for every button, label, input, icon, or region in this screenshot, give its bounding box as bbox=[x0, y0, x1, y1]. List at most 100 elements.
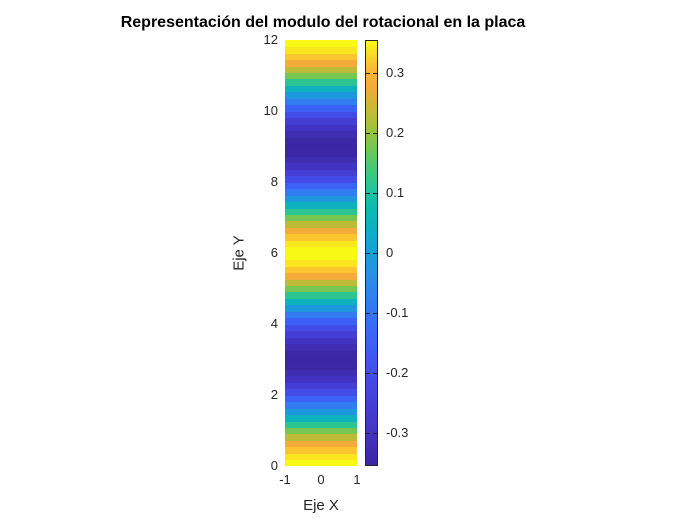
x-tick-label: 0 bbox=[317, 472, 325, 487]
colorbar-tick-mark bbox=[373, 373, 377, 374]
heatmap-band bbox=[285, 233, 357, 241]
heatmap-band bbox=[285, 433, 357, 441]
heatmap-band bbox=[285, 169, 357, 177]
heatmap-band bbox=[285, 259, 357, 267]
heatmap-band bbox=[285, 343, 357, 351]
colorbar bbox=[365, 40, 378, 466]
heatmap-band bbox=[285, 201, 357, 209]
colorbar-tick-mark bbox=[373, 253, 377, 254]
y-tick-label: 8 bbox=[270, 174, 278, 189]
heatmap-band bbox=[285, 388, 357, 396]
colorbar-tick-mark bbox=[366, 373, 370, 374]
heatmap-band bbox=[285, 149, 357, 157]
heatmap-band bbox=[285, 330, 357, 338]
heatmap-band bbox=[285, 65, 357, 73]
colorbar-tick-mark bbox=[366, 73, 370, 74]
heatmap-band bbox=[285, 72, 357, 80]
heatmap-band bbox=[285, 91, 357, 99]
heatmap-band bbox=[285, 182, 357, 190]
heatmap-band bbox=[285, 104, 357, 112]
heatmap-band bbox=[285, 136, 357, 144]
colorbar-tick-label: 0.1 bbox=[386, 185, 405, 200]
heatmap-band bbox=[285, 362, 357, 370]
heatmap-band bbox=[285, 253, 357, 261]
heatmap-band bbox=[285, 194, 357, 203]
heatmap-band bbox=[285, 356, 357, 364]
heatmap-band bbox=[285, 246, 357, 254]
heatmap-band bbox=[285, 291, 357, 299]
heatmap-band bbox=[285, 78, 357, 86]
heatmap-band bbox=[285, 40, 357, 48]
heatmap-band bbox=[285, 156, 357, 164]
heatmap-band bbox=[285, 298, 357, 306]
colorbar-tick-label: 0 bbox=[386, 245, 394, 260]
heatmap-band bbox=[285, 214, 357, 222]
heatmap-band bbox=[285, 240, 357, 248]
heatmap-band bbox=[285, 317, 357, 325]
heatmap-band bbox=[285, 130, 357, 138]
heatmap-band bbox=[285, 123, 357, 132]
heatmap-band bbox=[285, 220, 357, 228]
heatmap-band bbox=[285, 414, 357, 422]
colorbar-tick-mark bbox=[373, 193, 377, 194]
heatmap-band bbox=[285, 117, 357, 125]
heatmap-band bbox=[285, 459, 357, 466]
heatmap-band bbox=[285, 85, 357, 93]
colorbar-tick-label: 0.2 bbox=[386, 125, 405, 140]
colorbar-tick-mark bbox=[366, 133, 370, 134]
heatmap-band bbox=[285, 349, 357, 357]
y-tick-label: 4 bbox=[270, 316, 278, 331]
heatmap-band bbox=[285, 59, 357, 67]
heatmap-band bbox=[285, 369, 357, 377]
heatmap-band bbox=[285, 162, 357, 170]
colorbar-tick-mark bbox=[366, 433, 370, 434]
heatmap-band bbox=[285, 278, 357, 286]
colorbar-tick-label: -0.3 bbox=[386, 425, 409, 440]
heatmap-band bbox=[285, 272, 357, 280]
y-tick-label: 2 bbox=[270, 387, 278, 402]
heatmap-band bbox=[285, 98, 357, 106]
heatmap-band bbox=[285, 440, 357, 448]
heatmap-band bbox=[285, 427, 357, 435]
x-tick-label: -1 bbox=[279, 472, 291, 487]
heatmap-band bbox=[285, 188, 357, 196]
y-tick-label: 12 bbox=[263, 32, 278, 47]
heatmap-band bbox=[285, 407, 357, 416]
heatmap-band bbox=[285, 143, 357, 151]
heatmap-band bbox=[285, 304, 357, 312]
heatmap-band bbox=[285, 401, 357, 409]
y-tick-label: 10 bbox=[263, 103, 278, 118]
colorbar-tick-mark bbox=[366, 193, 370, 194]
heatmap-band bbox=[285, 227, 357, 235]
heatmap-band bbox=[285, 285, 357, 293]
heatmap-band bbox=[285, 395, 357, 403]
x-tick-label: 1 bbox=[353, 472, 361, 487]
colorbar-tick-mark bbox=[373, 73, 377, 74]
heatmap-band bbox=[285, 446, 357, 454]
heatmap-band bbox=[285, 175, 357, 183]
colorbar-tick-mark bbox=[373, 433, 377, 434]
chart-title: Representación del modulo del rotacional… bbox=[120, 14, 526, 31]
heatmap-band bbox=[285, 207, 357, 215]
heatmap-band bbox=[285, 46, 357, 54]
heatmap-band bbox=[285, 420, 357, 428]
heatmap bbox=[285, 40, 357, 466]
x-axis-label: Eje X bbox=[303, 497, 339, 514]
heatmap-band bbox=[285, 336, 357, 345]
colorbar-tick-mark bbox=[373, 313, 377, 314]
heatmap-band bbox=[285, 52, 357, 61]
colorbar-tick-label: -0.2 bbox=[386, 365, 409, 380]
heatmap-band bbox=[285, 375, 357, 383]
heatmap-band bbox=[285, 311, 357, 319]
heatmap-band bbox=[285, 265, 357, 274]
heatmap-band bbox=[285, 453, 357, 461]
colorbar-tick-label: 0.3 bbox=[386, 65, 405, 80]
colorbar-tick-mark bbox=[373, 133, 377, 134]
heatmap-band bbox=[285, 382, 357, 390]
colorbar-tick-label: -0.1 bbox=[386, 305, 409, 320]
colorbar-tick-mark bbox=[366, 313, 370, 314]
y-tick-label: 0 bbox=[270, 458, 278, 473]
heatmap-band bbox=[285, 111, 357, 119]
colorbar-tick-mark bbox=[366, 253, 370, 254]
